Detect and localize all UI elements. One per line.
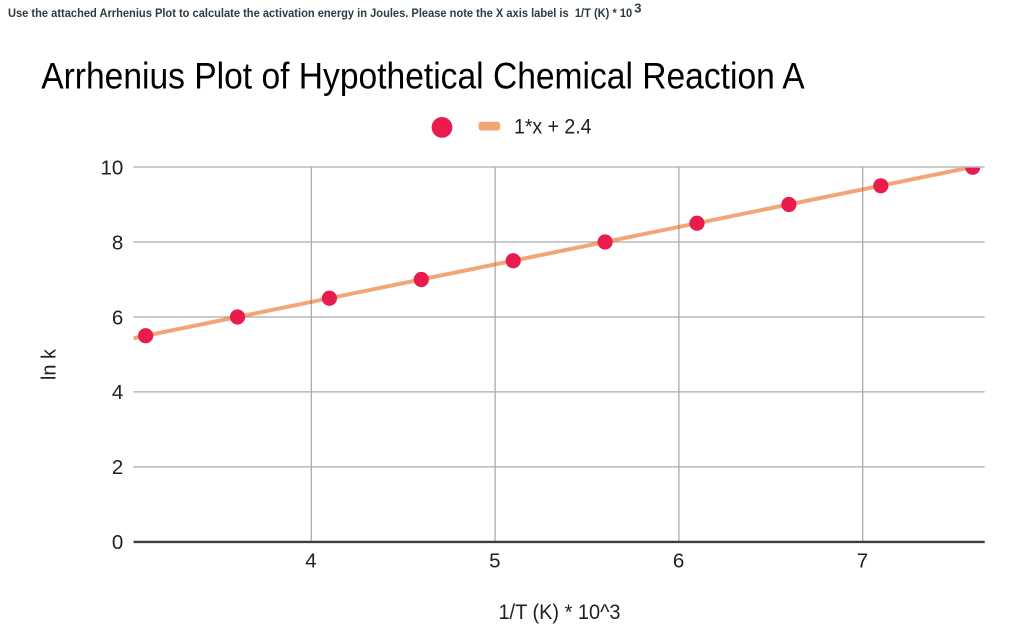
svg-text:Use the attached Arrhenius Plo: Use the attached Arrhenius Plot to calcu…: [8, 6, 632, 20]
svg-text:1/T (K) * 10^3: 1/T (K) * 10^3: [498, 601, 620, 624]
svg-text:6: 6: [112, 306, 123, 329]
svg-text:8: 8: [112, 231, 123, 254]
svg-text:ln k: ln k: [39, 348, 61, 380]
svg-text:4: 4: [305, 549, 316, 572]
svg-text:4: 4: [112, 381, 123, 404]
svg-text:2: 2: [112, 456, 123, 479]
svg-text:0: 0: [112, 531, 123, 554]
svg-text:6: 6: [673, 549, 684, 572]
svg-text:1*x + 2.4: 1*x + 2.4: [514, 114, 592, 138]
svg-text:5: 5: [489, 549, 500, 572]
svg-text:10: 10: [100, 156, 123, 179]
svg-text:7: 7: [857, 549, 868, 572]
svg-text:Arrhenius Plot of Hypothetical: Arrhenius Plot of Hypothetical Chemical …: [41, 56, 805, 97]
svg-text:3: 3: [634, 1, 641, 16]
